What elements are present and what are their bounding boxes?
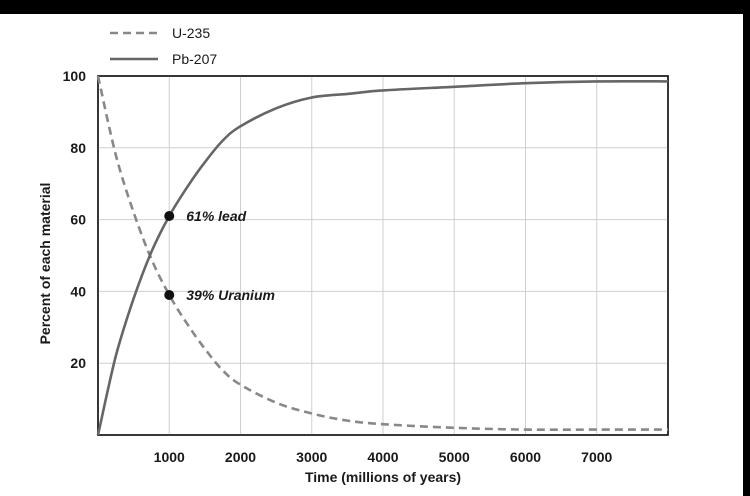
y-tick-label: 40: [70, 283, 86, 299]
series-line-u-235: [96, 75, 668, 432]
grid: [97, 75, 669, 436]
annotation-point-1: [164, 289, 175, 300]
y-tick-label: 60: [70, 212, 86, 228]
plot-border-top: [97, 75, 669, 436]
x-tick-label: 2000: [225, 449, 256, 465]
series-group: [96, 75, 669, 436]
x-tick-label: 7000: [581, 449, 612, 465]
x-axis-label: Time (millions of years): [305, 469, 461, 485]
legend-label-1: Pb-207: [172, 51, 217, 67]
x-tick-label: 5000: [439, 449, 470, 465]
annotation-points: 61% lead 39% Uranium: [164, 208, 275, 303]
x-tick-label: 3000: [296, 449, 327, 465]
x-tick-label: 4000: [367, 449, 398, 465]
annotation-point-0: [164, 211, 175, 222]
annotation-label-1: 39% Uranium: [186, 287, 275, 303]
series-line-pb-207: [96, 79, 669, 436]
y-tick-label: 20: [70, 355, 86, 371]
y-tick-label: 80: [70, 140, 86, 156]
annotation-label-0: 61% lead: [186, 208, 246, 224]
tick-labels: 1000 2000 3000 4000 5000 6000 7000 20 40 60 80 100: [63, 68, 613, 465]
y-axis-label: Percent of each material: [37, 183, 53, 345]
x-tick-label: 1000: [154, 449, 185, 465]
right-border: [743, 14, 750, 496]
legend-label-0: U-235: [172, 25, 210, 41]
chart-frame: [0, 14, 750, 496]
y-tick-label: 100: [63, 68, 87, 84]
legend: U-235 Pb-207: [110, 25, 217, 67]
x-tick-label: 6000: [510, 449, 541, 465]
